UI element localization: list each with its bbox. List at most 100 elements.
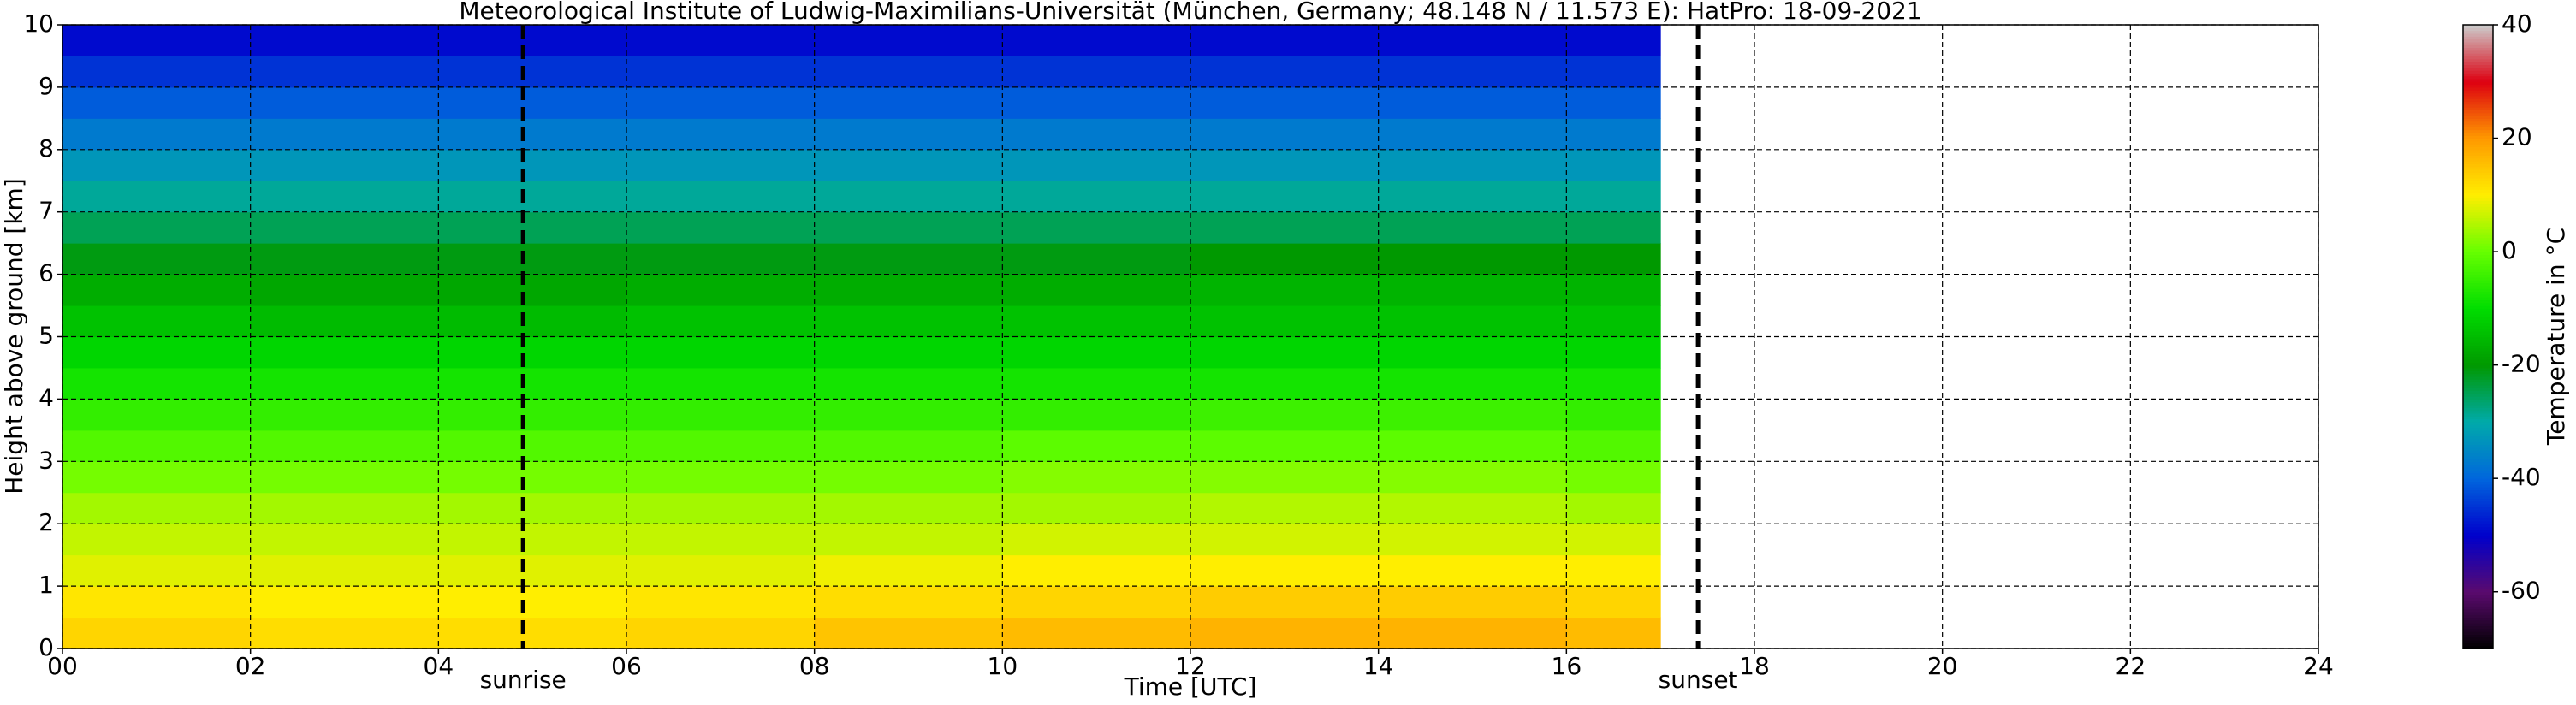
heat-cell	[438, 181, 627, 213]
colorbar-segment	[2463, 271, 2493, 275]
colorbar-segment	[2463, 75, 2493, 80]
colorbar-segment	[2463, 623, 2493, 627]
colorbar-segment	[2463, 430, 2493, 434]
y-tick-label: 4	[39, 383, 54, 412]
heat-cell	[62, 243, 252, 275]
heat-cell	[1378, 118, 1567, 151]
heat-cell	[1378, 86, 1567, 119]
colorbar-segment	[2463, 574, 2493, 578]
heat-cell	[438, 243, 627, 275]
heat-cell	[1378, 243, 1567, 275]
colorbar-segment	[2463, 537, 2493, 542]
colorbar-segment	[2463, 186, 2493, 190]
colorbar-segment	[2463, 217, 2493, 222]
colorbar-segment	[2463, 144, 2493, 148]
heat-cell	[438, 118, 627, 151]
heat-cell	[1566, 25, 1661, 56]
heat-cell	[62, 367, 252, 400]
colorbar-segment	[2463, 543, 2493, 548]
colorbar-segment	[2463, 70, 2493, 74]
colorbar-segment	[2463, 347, 2493, 352]
colorbar-segment	[2463, 194, 2493, 198]
heat-cell	[1002, 430, 1191, 462]
colorbar-segment	[2463, 541, 2493, 544]
heat-cell	[62, 430, 252, 462]
heat-cell	[1566, 86, 1661, 119]
heat-cell	[250, 118, 439, 151]
colorbar-segment	[2463, 416, 2493, 420]
heat-cell	[626, 118, 816, 151]
colorbar-segment	[2463, 578, 2493, 582]
colorbar-segment	[2463, 515, 2493, 519]
heat-cell	[250, 181, 439, 213]
colorbar-segment	[2463, 118, 2493, 122]
colorbar-segment	[2463, 504, 2493, 507]
heat-cell	[438, 524, 627, 556]
y-tick-label: 7	[39, 197, 54, 225]
heat-cell	[438, 399, 627, 431]
y-tick-label: 1	[39, 571, 54, 599]
colorbar-segment	[2463, 379, 2493, 383]
colorbar-segment	[2463, 608, 2493, 613]
heat-cell	[250, 56, 439, 88]
colorbar-segment	[2463, 602, 2493, 607]
colorbar-segment	[2463, 98, 2493, 103]
colorbar-segment	[2463, 62, 2493, 65]
heat-cell	[814, 243, 1003, 275]
heat-cell	[438, 554, 627, 587]
colorbar-segment	[2463, 586, 2493, 590]
colorbar-segment	[2463, 634, 2493, 638]
colorbar-segment	[2463, 526, 2493, 530]
heat-cell	[814, 554, 1003, 587]
colorbar-segment	[2463, 393, 2493, 397]
x-tick-label: 24	[2303, 652, 2334, 680]
heat-cell	[626, 586, 816, 619]
heat-cell	[626, 399, 816, 431]
heat-cell	[62, 118, 252, 151]
heat-cell	[1190, 492, 1380, 524]
colorbar-frame	[2462, 24, 2494, 649]
colorbar-segment	[2463, 529, 2493, 533]
colorbar-segment	[2463, 643, 2493, 647]
colorbar-segment	[2463, 458, 2493, 462]
heat-cell	[1002, 399, 1191, 431]
heat-cell	[1190, 336, 1380, 369]
heat-cell	[438, 56, 627, 88]
heat-cell	[626, 274, 816, 306]
colorbar-segment	[2463, 359, 2493, 363]
heat-cell	[250, 430, 439, 462]
colorbar-segment	[2463, 563, 2493, 567]
colorbar-segment	[2463, 532, 2493, 536]
heat-cell	[626, 25, 816, 56]
heat-cell	[1002, 25, 1191, 56]
colorbar-segment	[2463, 619, 2493, 624]
heat-cell	[1566, 336, 1661, 369]
heat-cell	[626, 56, 816, 88]
colorbar-segment	[2463, 487, 2493, 491]
heat-cell	[1002, 586, 1191, 619]
y-tick-label: 8	[39, 134, 54, 163]
colorbar-segment	[2463, 248, 2493, 252]
colorbar-segment	[2463, 453, 2493, 457]
colorbar-segment	[2463, 121, 2493, 125]
heat-cell	[626, 181, 816, 213]
heat-cell	[1566, 524, 1661, 556]
colorbar-segment	[2463, 234, 2493, 239]
colorbar-segment	[2463, 181, 2493, 185]
colorbar-segment	[2463, 569, 2493, 573]
colorbar-segment	[2463, 512, 2493, 516]
heat-cell	[62, 211, 252, 244]
heat-cell	[250, 586, 439, 619]
heat-cell	[814, 367, 1003, 400]
heat-cell	[438, 367, 627, 400]
heat-cell	[626, 86, 816, 119]
heat-cell	[62, 554, 252, 587]
colorbar-segment	[2463, 155, 2493, 159]
heat-cell	[1566, 149, 1661, 181]
colorbar-segment	[2463, 373, 2493, 377]
y-tick-label: 6	[39, 259, 54, 287]
colorbar-segment	[2463, 631, 2493, 636]
colorbar-segment	[2463, 501, 2493, 505]
heat-cell	[1190, 586, 1380, 619]
colorbar-segment	[2463, 183, 2493, 187]
